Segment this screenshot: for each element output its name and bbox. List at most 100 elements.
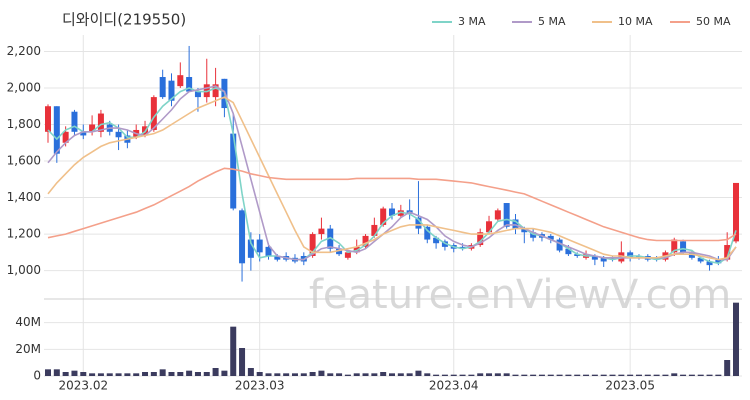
candle-body — [521, 228, 528, 233]
volume-bar — [653, 374, 660, 376]
candle-body — [600, 257, 607, 262]
volume-bar — [521, 374, 528, 376]
candle-body — [203, 84, 210, 98]
volume-bar — [415, 370, 422, 376]
candle-body — [494, 210, 501, 220]
volume-bar — [291, 373, 298, 376]
volume-bar — [406, 373, 413, 376]
volume-bar — [556, 374, 563, 376]
candle-body — [724, 245, 731, 260]
candle-body — [318, 228, 325, 235]
candle-body — [424, 226, 431, 240]
watermark: feature.enViewV.com — [309, 272, 731, 318]
volume-bar — [706, 374, 713, 376]
volume-bar — [186, 370, 193, 376]
candle-body — [212, 84, 219, 98]
candle-body — [530, 232, 537, 238]
volume-bar — [115, 373, 122, 376]
candle-body — [680, 241, 687, 253]
volume-bar — [124, 373, 131, 376]
candle-body — [150, 97, 157, 130]
candle-body — [380, 208, 387, 225]
volume-bar — [80, 372, 87, 376]
candle-body — [71, 111, 78, 132]
volume-bar — [688, 374, 695, 376]
volume-bar — [697, 374, 704, 376]
volume-bar — [565, 374, 572, 376]
volume-bar — [389, 373, 395, 376]
volume-bar — [353, 373, 360, 376]
volume-bar — [177, 372, 184, 376]
volume-bar — [468, 374, 475, 376]
volume-bar — [424, 373, 431, 376]
volume-bar — [583, 374, 590, 376]
volume-bar — [715, 374, 722, 376]
y-tick-label: 1,000 — [7, 263, 41, 277]
volume-bar — [336, 373, 343, 376]
volume-bar — [441, 374, 448, 376]
volume-bar — [371, 373, 378, 376]
candle-body — [168, 80, 175, 101]
volume-bar — [309, 372, 316, 376]
candle-body — [547, 235, 554, 240]
volume-bar — [300, 373, 307, 376]
candle-body — [89, 124, 96, 132]
volume-bar — [644, 374, 651, 376]
ma-line — [47, 96, 737, 261]
candle-body — [653, 257, 660, 260]
volume-bar — [212, 368, 219, 376]
candle-body — [256, 239, 263, 253]
volume-bar — [459, 374, 466, 376]
volume-bar — [477, 373, 484, 376]
candle-body — [344, 252, 351, 258]
candle-body — [309, 234, 316, 256]
candle-body — [194, 91, 201, 98]
y-tick-label: 1,200 — [7, 227, 41, 241]
volume-bar — [53, 369, 60, 376]
legend-label: 3 MA — [458, 15, 486, 28]
legend-label: 5 MA — [538, 15, 566, 28]
candle-body — [247, 239, 254, 258]
candle-body — [635, 255, 642, 258]
candle-body — [671, 239, 678, 253]
volume-bar — [274, 373, 281, 376]
candle-body — [362, 235, 369, 247]
candle-body — [688, 252, 695, 258]
x-tick-label: 2023.03 — [235, 379, 285, 393]
volume-bar — [283, 373, 290, 376]
candle-body — [503, 203, 510, 227]
candle-body — [574, 254, 581, 256]
y-tick-label: 40M — [15, 315, 41, 329]
candle-body — [591, 255, 598, 260]
volume-bar — [203, 372, 210, 376]
candle-body — [565, 248, 572, 255]
candle-body — [441, 241, 448, 247]
volume-bar — [194, 372, 201, 376]
volume-bar — [600, 374, 607, 376]
candle-body — [371, 224, 378, 236]
x-tick-label: 2023.04 — [429, 379, 479, 393]
volume-bar — [106, 373, 113, 376]
x-tick-label: 2023.02 — [58, 379, 108, 393]
volume-bar — [133, 373, 140, 376]
candle-body — [627, 252, 634, 258]
volume-bar — [627, 374, 634, 376]
candle-body — [486, 221, 493, 233]
candle-body — [327, 228, 334, 249]
volume-bar — [362, 373, 369, 376]
volume-bar — [671, 373, 678, 376]
volume-bar — [62, 372, 69, 376]
volume-bar — [239, 348, 246, 376]
volume-bar — [512, 374, 519, 376]
y-tick-label: 20M — [15, 342, 41, 356]
ma-line — [47, 85, 737, 261]
volume-bar — [256, 372, 263, 376]
volume-bar — [724, 360, 731, 376]
candle-body — [706, 261, 713, 266]
volume-bar — [142, 372, 149, 376]
volume-bar — [150, 372, 157, 376]
candle-body — [397, 210, 404, 216]
volume-bar — [450, 374, 457, 376]
volume-bar — [618, 374, 625, 376]
